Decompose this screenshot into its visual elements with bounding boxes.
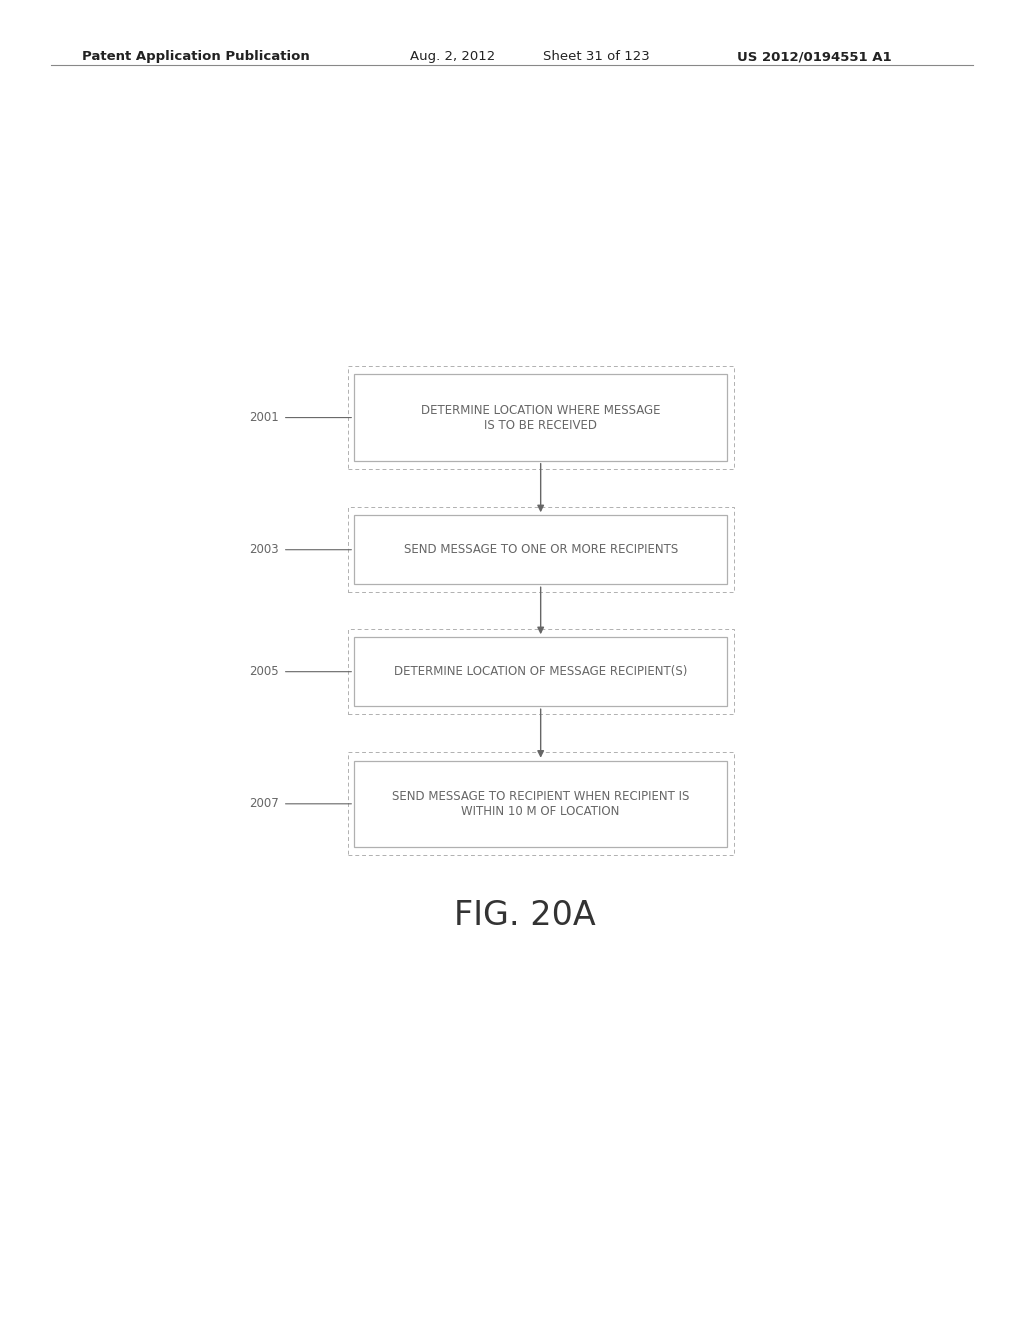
Bar (354, 760, 727, 847)
Text: SEND MESSAGE TO RECIPIENT WHEN RECIPIENT IS
WITHIN 10 M OF LOCATION: SEND MESSAGE TO RECIPIENT WHEN RECIPIENT… (392, 789, 689, 818)
Text: Sheet 31 of 123: Sheet 31 of 123 (543, 50, 649, 63)
Text: 2003: 2003 (249, 544, 279, 556)
Bar (354, 515, 727, 585)
Text: DETERMINE LOCATION OF MESSAGE RECIPIENT(S): DETERMINE LOCATION OF MESSAGE RECIPIENT(… (394, 665, 687, 678)
Text: 2005: 2005 (249, 665, 279, 678)
Text: US 2012/0194551 A1: US 2012/0194551 A1 (737, 50, 892, 63)
Bar (348, 630, 733, 714)
Text: Aug. 2, 2012: Aug. 2, 2012 (410, 50, 495, 63)
Text: SEND MESSAGE TO ONE OR MORE RECIPIENTS: SEND MESSAGE TO ONE OR MORE RECIPIENTS (403, 544, 678, 556)
Bar (348, 366, 733, 469)
Bar (354, 375, 727, 461)
Text: Patent Application Publication: Patent Application Publication (82, 50, 309, 63)
Text: FIG. 20A: FIG. 20A (454, 899, 596, 932)
Bar (348, 507, 733, 593)
Bar (354, 638, 727, 706)
Text: 2001: 2001 (249, 411, 279, 424)
Text: 2007: 2007 (249, 797, 279, 810)
Bar (348, 752, 733, 855)
Text: DETERMINE LOCATION WHERE MESSAGE
IS TO BE RECEIVED: DETERMINE LOCATION WHERE MESSAGE IS TO B… (421, 404, 660, 432)
